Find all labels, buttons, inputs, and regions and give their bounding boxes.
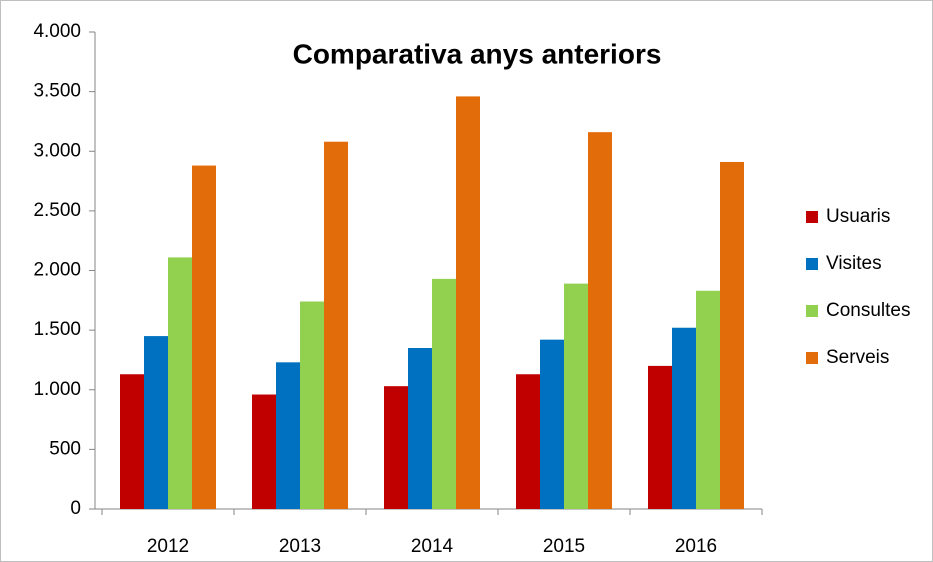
y-tick-label: 4.000 (33, 21, 81, 42)
y-tick-label: 0 (70, 498, 81, 519)
bar (384, 386, 408, 509)
legend-swatch (806, 352, 818, 364)
bar (276, 362, 300, 509)
x-tick-label: 2012 (147, 536, 189, 557)
x-tick-label: 2013 (279, 536, 321, 557)
y-tick-label: 2.000 (33, 260, 81, 281)
bar (672, 327, 696, 509)
bar (192, 165, 216, 509)
legend-swatch (806, 211, 818, 223)
chart-title: Comparativa anys anteriors (293, 38, 662, 69)
y-tick-label: 1.500 (33, 319, 81, 340)
bar (720, 161, 744, 510)
legend-label: Serveis (826, 347, 889, 368)
legend-swatch (806, 305, 818, 317)
bar (456, 96, 480, 510)
bar (696, 290, 720, 509)
bar (252, 394, 276, 509)
bar (300, 301, 324, 509)
y-tick-label: 3.000 (33, 140, 81, 161)
y-tick-label: 1.000 (33, 379, 81, 400)
y-tick-label: 2.500 (33, 200, 81, 221)
y-tick-label: 500 (49, 438, 81, 459)
bar (168, 257, 192, 509)
y-tick-label: 3.500 (33, 81, 81, 102)
bar (588, 132, 612, 510)
bar (516, 374, 540, 509)
bar (120, 374, 144, 509)
x-tick-label: 2014 (411, 536, 454, 557)
bar (648, 365, 672, 509)
bar (144, 336, 168, 509)
x-tick-label: 2016 (675, 536, 717, 557)
legend-label: Visites (826, 253, 882, 274)
x-tick-label: 2015 (543, 536, 585, 557)
legend-label: Consultes (826, 300, 911, 321)
legend-swatch (806, 258, 818, 270)
bar (564, 283, 588, 509)
bar (408, 348, 432, 509)
bar (324, 141, 348, 509)
bar (432, 278, 456, 509)
legend-label: Usuaris (826, 206, 890, 227)
bar (540, 339, 564, 509)
